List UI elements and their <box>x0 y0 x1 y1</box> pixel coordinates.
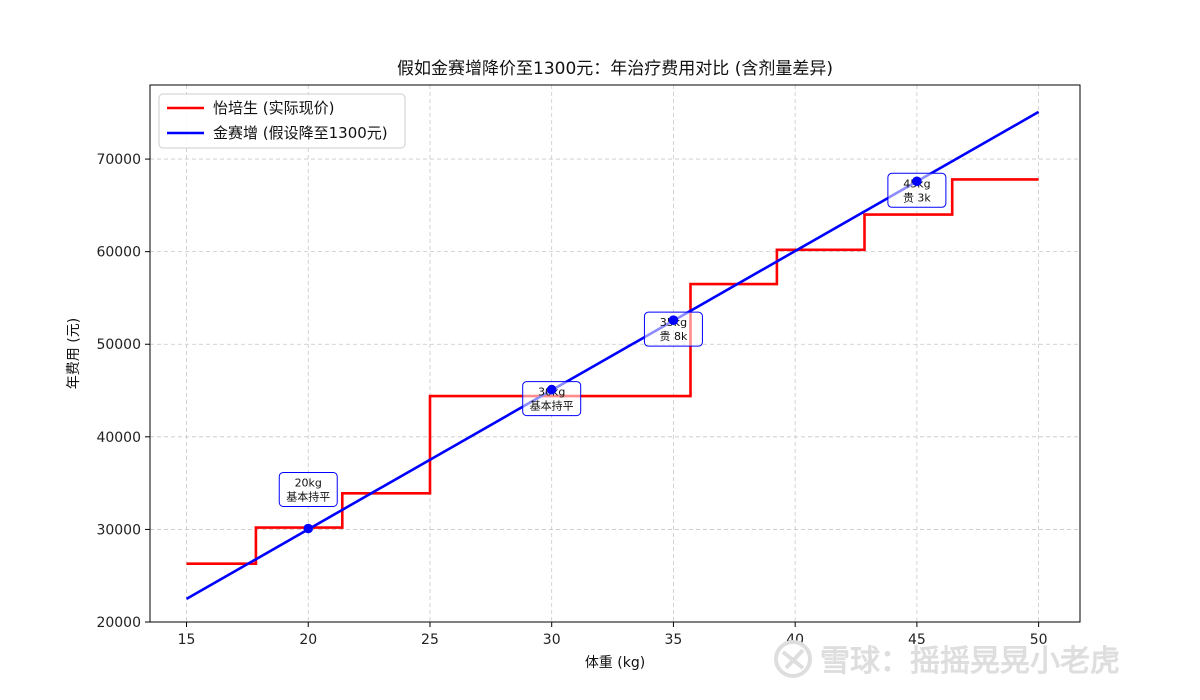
annotation-box <box>643 311 703 347</box>
annotation-box <box>887 172 947 208</box>
x-tick-label: 35 <box>665 632 683 648</box>
annotation-box <box>278 471 338 507</box>
annotation-point <box>303 523 314 534</box>
watermark-text: 雪球：摇摇晃晃小老虎 <box>820 644 1120 679</box>
x-tick-label: 20 <box>299 632 317 648</box>
annotation-box <box>522 381 582 417</box>
y-tick-label: 40000 <box>96 430 141 446</box>
annotation-point <box>912 176 922 187</box>
annotation-point <box>546 384 557 395</box>
legend: 怡培生 (实际现价) 金赛增 (假设降至1300元) <box>158 93 406 149</box>
x-tick-label: 30 <box>543 632 561 648</box>
y-axis-label: 年费用 (元) <box>66 318 82 389</box>
x-tick-label: 25 <box>421 632 439 648</box>
annotations-layer: 20kg基本持平30kg基本持平35kg贵 8k45kg贵 3k <box>278 172 947 534</box>
watermark-logo-icon <box>774 640 812 678</box>
y-tick-label: 70000 <box>96 152 141 168</box>
x-tick-label: 50 <box>1030 632 1048 648</box>
plot-area-frame <box>149 84 1081 623</box>
y-tick-label: 30000 <box>96 522 141 538</box>
watermark: 雪球：摇摇晃晃小老虎 <box>774 640 1120 679</box>
annotation-note: 贵 8k <box>659 330 687 343</box>
annotation-note: 基本持平 <box>530 399 574 413</box>
annotation-point <box>668 315 679 325</box>
y-tick-label: 20000 <box>96 615 141 631</box>
legend-label-1: 怡培生 (实际现价) <box>213 99 334 117</box>
y-tick-label: 50000 <box>96 337 141 353</box>
legend-box <box>158 93 406 149</box>
y-tick-label: 60000 <box>96 245 141 261</box>
annotation-weight: 20kg <box>295 476 322 489</box>
axes: 15 20 25 30 35 40 45 50200003000040000500006000… <box>96 152 1047 648</box>
x-tick-label: 45 <box>908 632 926 648</box>
x-axis-label: 体重 (kg) <box>585 655 645 671</box>
x-tick-label: 15 <box>178 632 196 648</box>
chart-title: 假如金赛增降价至1300元：年治疗费用对比 (含剂量差异) <box>397 58 833 79</box>
annotation-note: 贵 3k <box>903 191 931 204</box>
legend-label-2: 金赛增 (假设降至1300元) <box>213 124 388 142</box>
annotation-note: 基本持平 <box>286 489 330 503</box>
